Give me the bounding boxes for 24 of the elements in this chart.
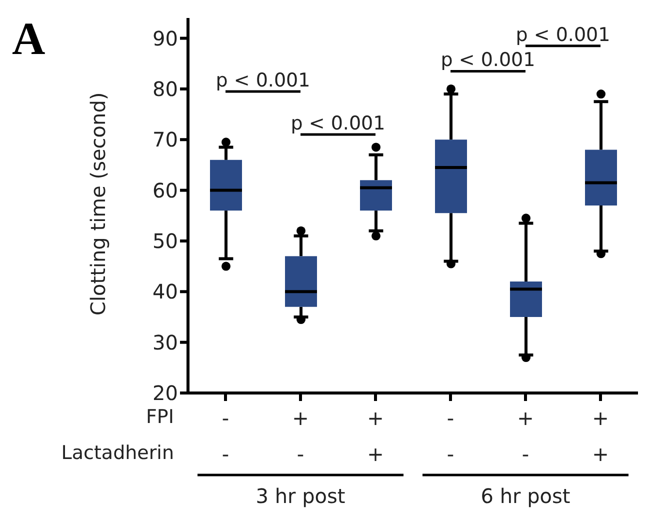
y-tick-label: 20 [152,381,178,406]
x-tick-label: - - [446,406,454,466]
y-tick-label: 60 [152,178,178,202]
x-tick-label: + + [592,406,609,466]
y-tick-label: 50 [152,229,178,254]
x-tick-label: + - [517,406,534,466]
x-tick-label: + + [367,406,384,466]
y-tick-label: 30 [152,330,178,354]
chart-title: A [12,13,46,64]
text: 3 hr post [256,484,346,508]
annotation: p < 0.001 [290,112,386,135]
annotation: p < 0.001 [516,24,610,46]
y-tick-label: 80 [152,77,178,102]
y-tick-label: 70 [152,128,178,152]
y-axis-title: Clotting time (second) [86,92,110,316]
text: Lactadherin [61,442,174,464]
x-tick-label: - - [222,406,230,466]
text: FPI [146,406,174,428]
y-tick-label: 40 [152,280,178,304]
annotation: p < 0.001 [440,49,536,72]
annotation: p < 0.001 [216,69,310,92]
x-tick-label: + - [292,406,309,466]
y-tick-label: 90 [152,26,178,50]
text: 6 hr post [480,484,570,508]
